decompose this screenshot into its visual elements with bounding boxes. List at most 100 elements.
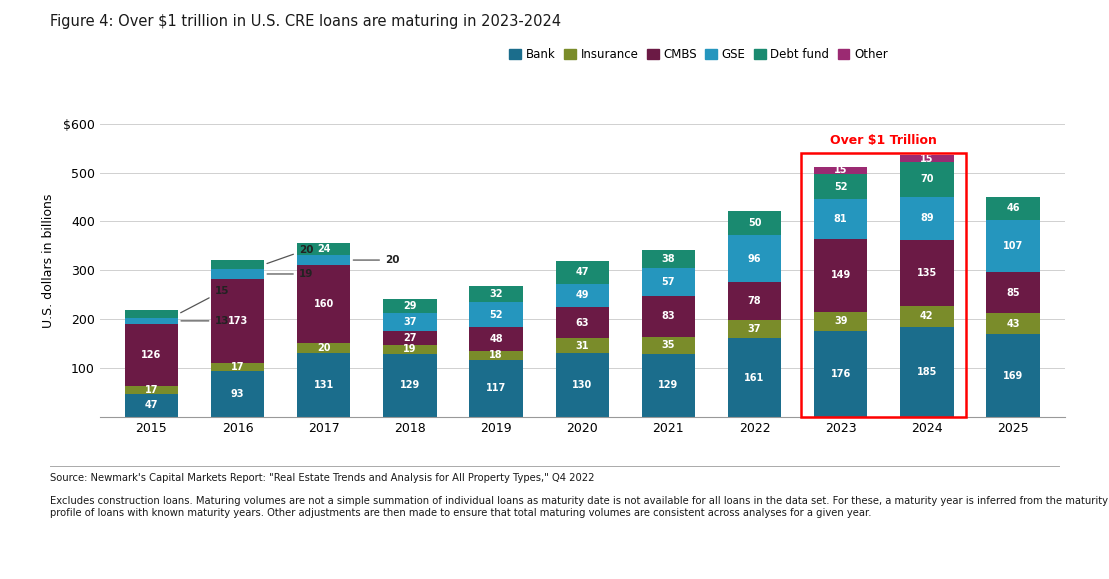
Text: 169: 169 — [1003, 371, 1024, 380]
Text: 37: 37 — [747, 324, 761, 334]
Text: 130: 130 — [572, 380, 592, 390]
Bar — [556, 261, 609, 284]
Text: 126: 126 — [141, 350, 162, 360]
Bar — [986, 313, 1039, 334]
Text: 49: 49 — [576, 291, 589, 301]
Bar — [901, 196, 954, 240]
Text: 29: 29 — [404, 301, 417, 312]
Text: 85: 85 — [1006, 288, 1020, 298]
Bar — [901, 306, 954, 327]
Bar — [211, 372, 264, 417]
Bar — [125, 324, 179, 386]
Text: 46: 46 — [1006, 203, 1019, 213]
Text: 27: 27 — [404, 333, 417, 343]
Text: 43: 43 — [1006, 319, 1019, 329]
Text: 20: 20 — [267, 245, 314, 263]
Bar — [814, 312, 867, 331]
Bar — [642, 296, 695, 337]
Bar — [297, 343, 350, 353]
Bar — [901, 155, 954, 162]
Legend: Bank, Insurance, CMBS, GSE, Debt fund, Other: Bank, Insurance, CMBS, GSE, Debt fund, O… — [505, 43, 893, 66]
Bar — [814, 174, 867, 200]
Bar — [297, 353, 350, 417]
Bar — [986, 334, 1039, 417]
Text: 50: 50 — [747, 218, 761, 228]
Bar — [728, 235, 781, 282]
Bar — [211, 259, 264, 269]
Bar — [469, 328, 522, 351]
Text: 107: 107 — [1003, 241, 1024, 251]
Text: 15: 15 — [181, 287, 228, 313]
Bar — [297, 265, 350, 343]
Bar — [901, 162, 954, 196]
Bar — [556, 307, 609, 338]
Bar — [814, 331, 867, 417]
Text: 52: 52 — [834, 182, 847, 192]
Text: 38: 38 — [662, 254, 675, 264]
Text: 32: 32 — [489, 290, 502, 299]
Text: 31: 31 — [576, 341, 589, 351]
Bar — [469, 287, 522, 302]
Bar — [642, 337, 695, 354]
Bar — [728, 211, 781, 235]
Bar — [125, 318, 179, 324]
Text: 15: 15 — [834, 166, 847, 175]
Text: 35: 35 — [662, 340, 675, 350]
Text: 18: 18 — [489, 350, 502, 360]
Bar — [642, 269, 695, 296]
Text: 48: 48 — [489, 334, 502, 344]
Bar — [814, 239, 867, 312]
Text: 37: 37 — [404, 317, 417, 327]
Text: 42: 42 — [920, 312, 934, 321]
Text: 47: 47 — [576, 267, 589, 277]
Bar — [728, 282, 781, 320]
Text: 63: 63 — [576, 318, 589, 328]
Text: 161: 161 — [744, 372, 764, 383]
Text: 57: 57 — [662, 277, 675, 287]
Text: 185: 185 — [917, 367, 937, 377]
Bar — [125, 386, 179, 394]
Text: 52: 52 — [489, 310, 502, 320]
Bar — [297, 243, 350, 255]
Text: 78: 78 — [747, 296, 762, 306]
Bar — [728, 320, 781, 338]
Text: 20: 20 — [354, 255, 399, 265]
Text: Figure 4: Over $1 trillion in U.S. CRE loans are maturing in 2023-2024: Figure 4: Over $1 trillion in U.S. CRE l… — [50, 14, 561, 30]
Y-axis label: U.S. dollars in billions: U.S. dollars in billions — [42, 193, 54, 328]
Bar — [642, 354, 695, 417]
Bar — [211, 269, 264, 278]
Bar — [211, 363, 264, 372]
Bar — [125, 394, 179, 417]
Bar — [814, 167, 867, 174]
Bar — [211, 278, 264, 363]
Text: 19: 19 — [267, 269, 313, 279]
Bar — [986, 272, 1039, 313]
Text: 176: 176 — [831, 369, 851, 379]
Text: 15: 15 — [920, 153, 934, 164]
Text: 17: 17 — [145, 385, 159, 395]
Text: 13: 13 — [181, 316, 228, 326]
Text: 160: 160 — [314, 299, 334, 309]
Text: 149: 149 — [831, 270, 851, 280]
Bar — [125, 310, 179, 318]
Text: 131: 131 — [314, 380, 334, 390]
Text: 129: 129 — [659, 380, 679, 390]
Text: Over $1 Trillion: Over $1 Trillion — [831, 134, 937, 146]
Bar — [901, 327, 954, 417]
Text: 47: 47 — [145, 401, 159, 411]
Text: 96: 96 — [747, 254, 761, 263]
Text: 24: 24 — [317, 244, 330, 254]
Bar — [384, 299, 437, 313]
Bar — [901, 240, 954, 306]
Bar — [556, 353, 609, 417]
Text: 20: 20 — [317, 343, 330, 353]
Text: 39: 39 — [834, 316, 847, 327]
Text: Source: Newmark's Capital Markets Report: "Real Estate Trends and Analysis for A: Source: Newmark's Capital Markets Report… — [50, 473, 594, 483]
Text: 19: 19 — [404, 345, 417, 354]
Text: 70: 70 — [920, 174, 934, 185]
Bar — [469, 302, 522, 328]
Text: 83: 83 — [662, 312, 675, 321]
Bar — [556, 284, 609, 307]
Bar — [384, 345, 437, 354]
Text: 81: 81 — [834, 214, 847, 224]
